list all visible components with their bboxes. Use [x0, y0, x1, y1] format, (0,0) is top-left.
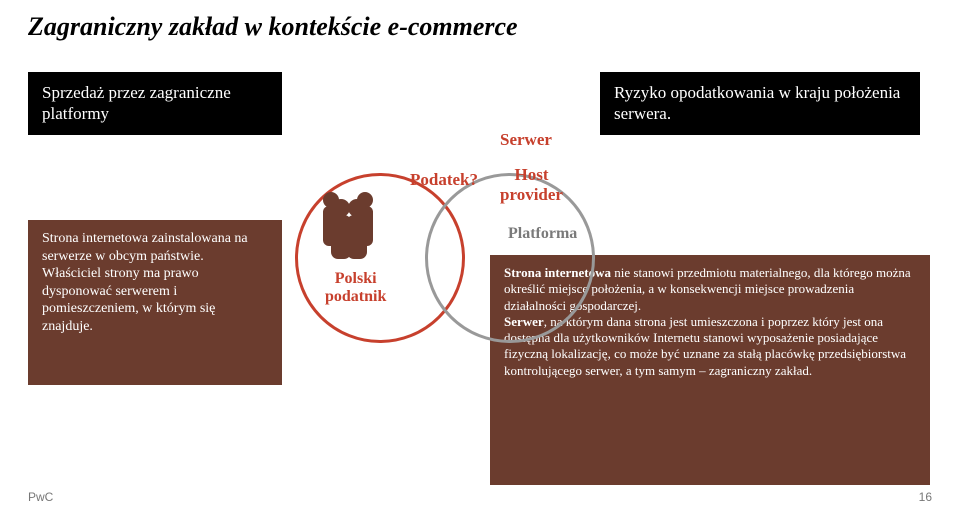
box-top-right: Ryzyko opodatkowania w kraju położenia s…	[600, 72, 920, 135]
footer-brand: PwC	[28, 490, 53, 504]
label-serwer: Serwer	[500, 130, 552, 150]
page-number: 16	[919, 490, 932, 504]
people-silhouette-icon	[313, 182, 383, 262]
label-platforma: Platforma	[508, 225, 577, 243]
box-mid-left: Strona internetowa zainstalowana na serw…	[28, 220, 282, 385]
slide-title: Zagraniczny zakład w kontekście e-commer…	[28, 12, 518, 42]
label-polski: Polskipodatnik	[325, 270, 386, 306]
label-host: Hostprovider	[500, 165, 563, 205]
label-podatek: Podatek?	[410, 170, 478, 190]
box-top-left: Sprzedaż przez zagraniczne platformy	[28, 72, 282, 135]
